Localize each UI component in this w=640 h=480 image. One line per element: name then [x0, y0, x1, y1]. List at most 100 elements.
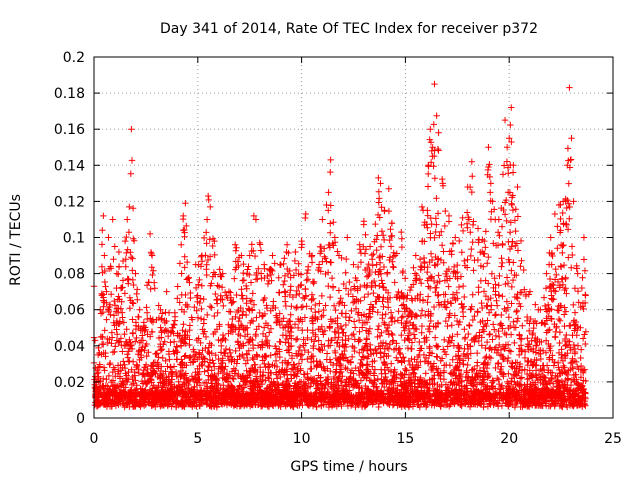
- data-point: [401, 365, 409, 373]
- data-point: [495, 291, 502, 299]
- data-point: [330, 375, 337, 383]
- data-point: [126, 305, 134, 312]
- data-point: [119, 348, 126, 355]
- data-point: [526, 367, 533, 374]
- data-point: [433, 343, 441, 351]
- data-point: [247, 279, 255, 286]
- data-point: [126, 336, 133, 343]
- data-point: [223, 398, 231, 405]
- data-point: [302, 210, 309, 218]
- data-point: [248, 241, 256, 248]
- data-point: [426, 322, 433, 330]
- data-point: [112, 343, 119, 350]
- data-point: [320, 331, 327, 338]
- data-point: [238, 286, 245, 293]
- data-point: [360, 243, 367, 250]
- data-point: [397, 375, 405, 382]
- data-point: [210, 360, 217, 367]
- data-point: [148, 317, 155, 325]
- data-point: [483, 338, 491, 346]
- data-point: [198, 392, 205, 399]
- data-point: [483, 364, 491, 372]
- data-point: [251, 252, 259, 260]
- data-point: [356, 336, 364, 344]
- data-point: [353, 296, 360, 303]
- data-point: [525, 327, 533, 335]
- data-point: [563, 290, 570, 297]
- data-point: [128, 345, 136, 353]
- data-point: [348, 353, 356, 361]
- data-point: [559, 281, 567, 288]
- data-point: [307, 358, 315, 366]
- data-point: [288, 365, 296, 372]
- data-point: [373, 261, 380, 268]
- data-point: [506, 135, 513, 142]
- data-point: [410, 370, 418, 377]
- data-point: [453, 317, 461, 325]
- data-point: [242, 282, 250, 290]
- data-point: [489, 385, 497, 392]
- data-point: [561, 354, 569, 362]
- data-point: [510, 318, 517, 326]
- data-point: [205, 362, 212, 370]
- data-point: [394, 389, 402, 397]
- data-point: [342, 364, 349, 372]
- data-point: [121, 290, 129, 297]
- data-point: [106, 361, 113, 368]
- data-point: [217, 349, 225, 356]
- data-point: [157, 347, 165, 354]
- data-point: [132, 270, 139, 277]
- data-point: [312, 333, 319, 340]
- data-point: [321, 384, 328, 392]
- data-point: [431, 152, 438, 160]
- data-point: [376, 332, 384, 340]
- data-point: [194, 298, 201, 305]
- data-point: [137, 337, 145, 344]
- data-point: [103, 288, 110, 295]
- data-point: [450, 342, 458, 350]
- data-point: [126, 294, 134, 301]
- data-point: [404, 344, 412, 352]
- data-point: [120, 358, 127, 365]
- data-point: [445, 212, 453, 220]
- data-point: [151, 285, 158, 292]
- data-point: [414, 401, 421, 408]
- data-point: [196, 276, 203, 284]
- data-point: [112, 402, 120, 409]
- data-point: [233, 308, 241, 316]
- data-point: [414, 364, 422, 371]
- data-point: [345, 335, 352, 343]
- data-point: [147, 249, 155, 256]
- data-point: [486, 330, 494, 338]
- data-point: [105, 372, 113, 380]
- data-point: [412, 252, 419, 259]
- data-point: [127, 254, 135, 261]
- data-point: [295, 360, 303, 367]
- data-point: [463, 220, 471, 227]
- data-point: [508, 363, 515, 370]
- data-point: [578, 284, 586, 292]
- data-point: [186, 279, 193, 286]
- data-point: [566, 338, 573, 345]
- data-point: [569, 331, 576, 339]
- data-point: [386, 294, 394, 301]
- data-point: [485, 144, 492, 151]
- data-point: [491, 346, 498, 353]
- data-point: [382, 395, 389, 402]
- data-point: [245, 339, 252, 346]
- data-point: [215, 389, 222, 396]
- data-point: [144, 315, 151, 323]
- data-point: [440, 259, 447, 266]
- data-point: [345, 290, 352, 298]
- data-point: [174, 283, 181, 290]
- data-point: [509, 206, 517, 214]
- data-point: [554, 245, 561, 252]
- data-point: [244, 356, 251, 364]
- data-point: [125, 348, 132, 355]
- data-point: [517, 381, 525, 388]
- data-point: [365, 260, 372, 268]
- data-point: [298, 241, 306, 248]
- data-point: [325, 207, 332, 214]
- data-point: [557, 370, 564, 377]
